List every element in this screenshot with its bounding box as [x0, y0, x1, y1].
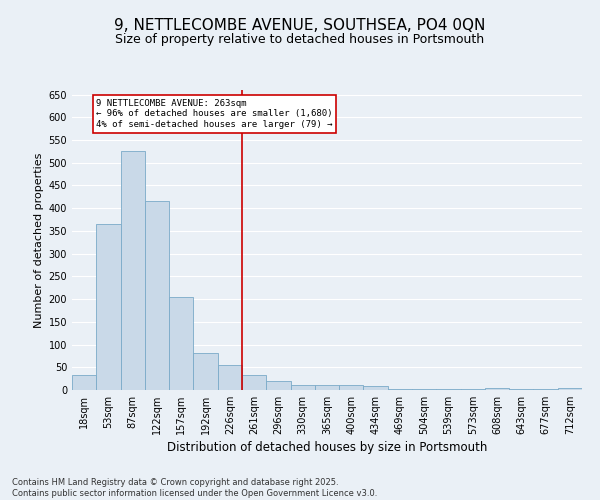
- Bar: [96, 224, 121, 390]
- Bar: [193, 352, 218, 390]
- Bar: [315, 386, 339, 390]
- Y-axis label: Number of detached properties: Number of detached properties: [34, 152, 44, 328]
- Bar: [121, 152, 145, 390]
- Bar: [169, 297, 193, 390]
- Bar: [412, 389, 436, 390]
- X-axis label: Distribution of detached houses by size in Portsmouth: Distribution of detached houses by size …: [167, 441, 487, 454]
- Bar: [145, 202, 169, 390]
- Text: 9 NETTLECOMBE AVENUE: 263sqm
← 96% of detached houses are smaller (1,680)
4% of : 9 NETTLECOMBE AVENUE: 263sqm ← 96% of de…: [96, 99, 333, 129]
- Bar: [218, 365, 242, 390]
- Bar: [436, 389, 461, 390]
- Bar: [461, 389, 485, 390]
- Bar: [364, 386, 388, 390]
- Bar: [72, 375, 96, 390]
- Bar: [242, 375, 266, 390]
- Bar: [388, 389, 412, 390]
- Bar: [533, 389, 558, 390]
- Bar: [485, 388, 509, 390]
- Bar: [558, 388, 582, 390]
- Text: Size of property relative to detached houses in Portsmouth: Size of property relative to detached ho…: [115, 32, 485, 46]
- Bar: [290, 386, 315, 390]
- Text: 9, NETTLECOMBE AVENUE, SOUTHSEA, PO4 0QN: 9, NETTLECOMBE AVENUE, SOUTHSEA, PO4 0QN: [115, 18, 485, 32]
- Bar: [266, 381, 290, 390]
- Bar: [509, 389, 533, 390]
- Bar: [339, 386, 364, 390]
- Text: Contains HM Land Registry data © Crown copyright and database right 2025.
Contai: Contains HM Land Registry data © Crown c…: [12, 478, 377, 498]
